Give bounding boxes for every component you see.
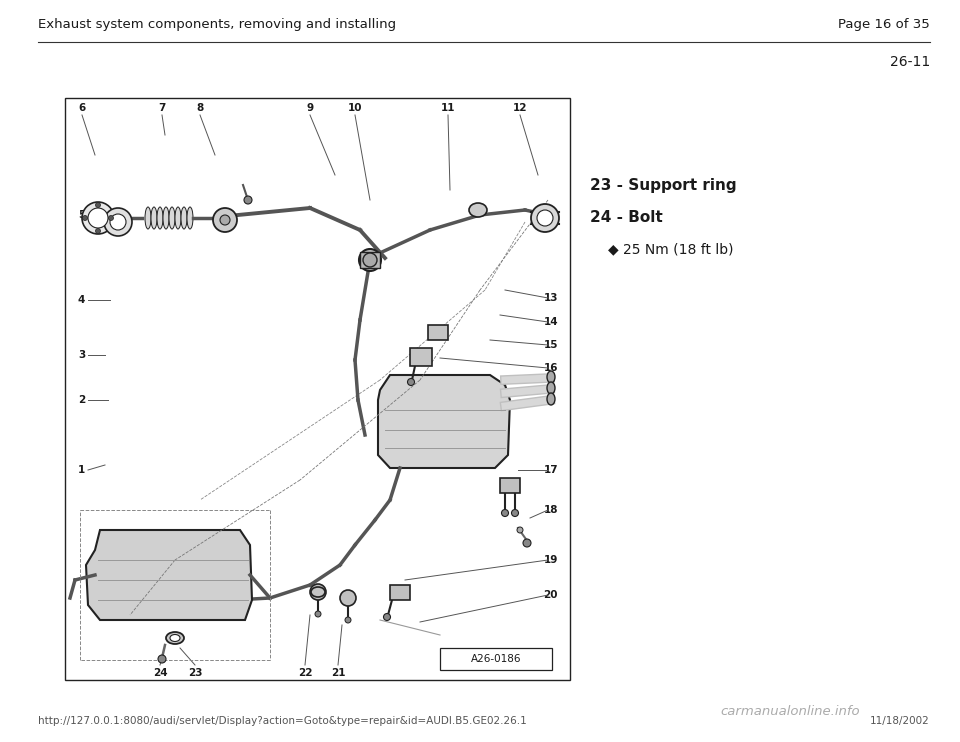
- Circle shape: [315, 611, 321, 617]
- Text: 12: 12: [513, 103, 527, 113]
- Text: 10: 10: [348, 103, 362, 113]
- Circle shape: [310, 584, 326, 600]
- Text: 1: 1: [78, 465, 85, 475]
- Ellipse shape: [547, 393, 555, 405]
- Circle shape: [537, 210, 553, 226]
- Text: 24: 24: [153, 668, 167, 678]
- Circle shape: [110, 214, 126, 230]
- Ellipse shape: [187, 207, 193, 229]
- Polygon shape: [378, 375, 510, 468]
- Circle shape: [83, 215, 87, 220]
- Ellipse shape: [220, 215, 230, 225]
- FancyBboxPatch shape: [440, 648, 552, 670]
- Ellipse shape: [311, 587, 325, 597]
- Text: ◆ 25 Nm (18 ft lb): ◆ 25 Nm (18 ft lb): [608, 242, 733, 256]
- Text: 16: 16: [543, 363, 558, 373]
- Text: 21: 21: [331, 668, 346, 678]
- Circle shape: [95, 203, 101, 208]
- Circle shape: [407, 378, 415, 386]
- Text: 18: 18: [543, 505, 558, 515]
- Circle shape: [104, 208, 132, 236]
- Ellipse shape: [145, 207, 151, 229]
- Polygon shape: [86, 530, 252, 620]
- Text: Page 16 of 35: Page 16 of 35: [838, 18, 930, 31]
- Text: 5: 5: [78, 210, 85, 220]
- Text: 23: 23: [188, 668, 203, 678]
- Ellipse shape: [166, 632, 184, 644]
- Text: 11: 11: [441, 103, 455, 113]
- Text: 3: 3: [78, 350, 85, 360]
- Text: 14: 14: [543, 317, 558, 327]
- Text: 6: 6: [79, 103, 85, 113]
- Bar: [500, 478, 520, 493]
- Text: 22: 22: [298, 668, 312, 678]
- Text: 2: 2: [78, 395, 85, 405]
- Ellipse shape: [175, 207, 181, 229]
- Ellipse shape: [363, 253, 377, 267]
- Text: 7: 7: [158, 103, 166, 113]
- Circle shape: [345, 617, 351, 623]
- Bar: [410, 348, 432, 366]
- Ellipse shape: [547, 382, 555, 394]
- Text: Exhaust system components, removing and installing: Exhaust system components, removing and …: [38, 18, 396, 31]
- Bar: [360, 252, 380, 268]
- Text: 8: 8: [197, 103, 204, 113]
- Ellipse shape: [170, 634, 180, 642]
- Text: 19: 19: [543, 555, 558, 565]
- Text: A26-0186: A26-0186: [470, 654, 521, 664]
- Circle shape: [523, 539, 531, 547]
- Text: http://127.0.0.1:8080/audi/servlet/Display?action=Goto&type=repair&id=AUDI.B5.GE: http://127.0.0.1:8080/audi/servlet/Displ…: [38, 716, 527, 726]
- Bar: [428, 325, 448, 340]
- Ellipse shape: [469, 203, 487, 217]
- Circle shape: [244, 196, 252, 204]
- Ellipse shape: [181, 207, 187, 229]
- Circle shape: [95, 229, 101, 234]
- Text: 26-11: 26-11: [890, 55, 930, 69]
- Circle shape: [383, 614, 391, 620]
- Text: 24 - Bolt: 24 - Bolt: [590, 210, 662, 225]
- Text: 4: 4: [78, 295, 85, 305]
- Circle shape: [213, 208, 237, 232]
- Ellipse shape: [151, 207, 157, 229]
- Ellipse shape: [169, 207, 175, 229]
- Ellipse shape: [359, 249, 381, 271]
- Circle shape: [158, 655, 166, 663]
- Circle shape: [340, 590, 356, 606]
- Ellipse shape: [547, 371, 555, 383]
- Circle shape: [108, 215, 113, 220]
- Ellipse shape: [157, 207, 163, 229]
- Bar: [65, 98, 570, 680]
- Text: 9: 9: [306, 103, 314, 113]
- Circle shape: [512, 510, 518, 516]
- Text: 15: 15: [543, 340, 558, 350]
- Circle shape: [501, 510, 509, 516]
- Text: 13: 13: [543, 293, 558, 303]
- Circle shape: [517, 527, 523, 533]
- Text: 17: 17: [543, 465, 558, 475]
- Text: 20: 20: [543, 590, 558, 600]
- Circle shape: [82, 202, 114, 234]
- Text: carmanualonline.info: carmanualonline.info: [720, 705, 860, 718]
- Ellipse shape: [163, 207, 169, 229]
- Text: 11/18/2002: 11/18/2002: [871, 716, 930, 726]
- Circle shape: [531, 204, 559, 232]
- Circle shape: [88, 208, 108, 228]
- Text: 23 - Support ring: 23 - Support ring: [590, 178, 736, 193]
- Bar: [390, 585, 410, 600]
